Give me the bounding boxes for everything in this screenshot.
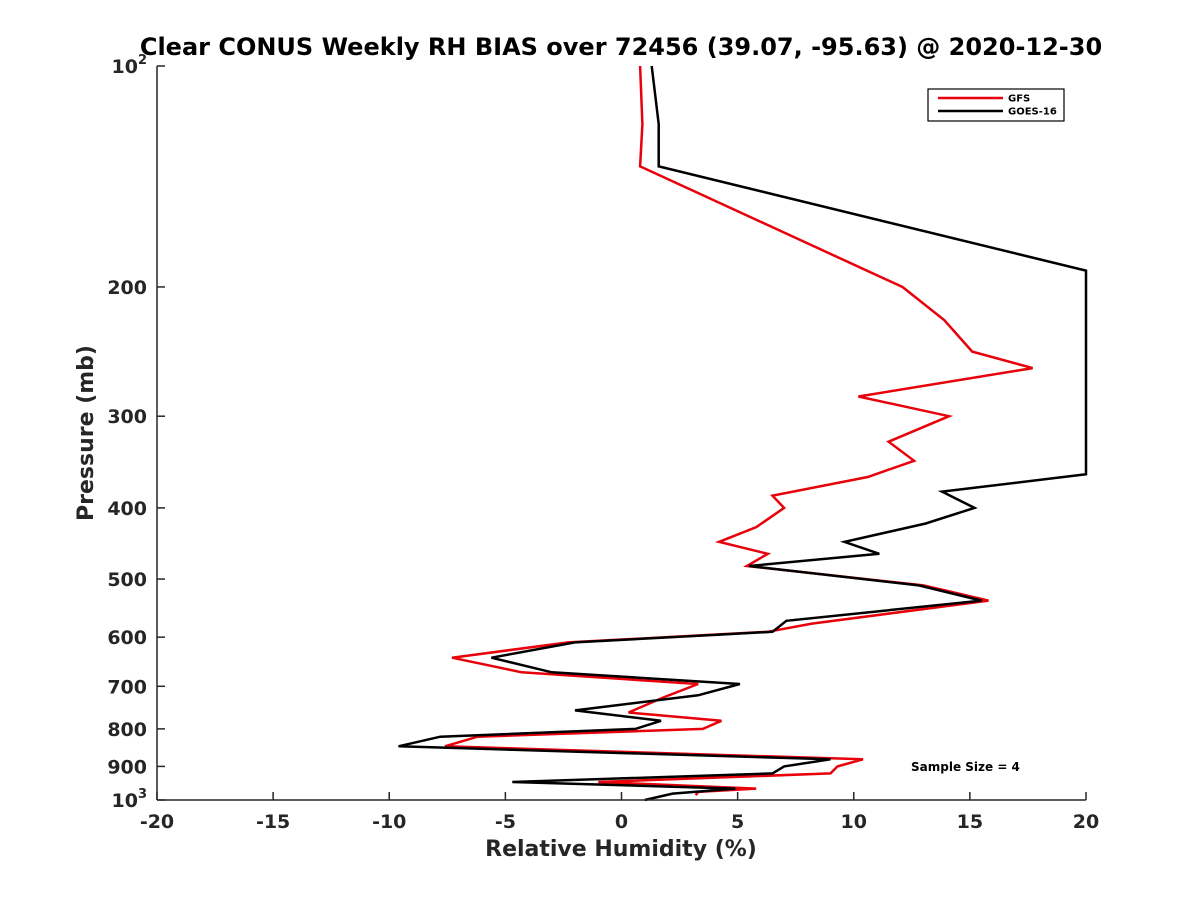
y-tick-label: 900 xyxy=(107,756,147,778)
x-tick-label: 0 xyxy=(615,811,628,833)
y-axis-ticks: 102 200 300 400 500 600 700 800 900 103 xyxy=(107,53,165,812)
x-tick-label: -10 xyxy=(372,811,406,833)
y-axis-label: Pressure (mb) xyxy=(74,345,99,521)
y-tick-label: 103 xyxy=(112,787,148,812)
x-tick-label: -15 xyxy=(256,811,290,833)
x-axis-label: Relative Humidity (%) xyxy=(485,837,757,862)
sample-size-annotation: Sample Size = 4 xyxy=(911,760,1020,774)
legend: GFS GOES-16 xyxy=(927,88,1065,122)
y-tick-label: 500 xyxy=(107,569,147,591)
y-tick-label: 300 xyxy=(107,406,147,428)
legend-label-goes-16: GOES-16 xyxy=(1008,107,1057,118)
y-tick-label: 102 xyxy=(112,53,148,78)
y-tick-label: 600 xyxy=(107,627,147,649)
legend-label-gfs: GFS xyxy=(1008,94,1030,105)
y-tick-label: 800 xyxy=(107,719,147,741)
x-tick-label: 5 xyxy=(731,811,744,833)
x-tick-label: -20 xyxy=(140,811,174,833)
x-tick-label: 20 xyxy=(1073,811,1099,833)
x-tick-label: 10 xyxy=(841,811,867,833)
y-tick-label: 400 xyxy=(107,498,147,520)
chart-title: Clear CONUS Weekly RH BIAS over 72456 (3… xyxy=(140,33,1102,61)
y-tick-label: 700 xyxy=(107,676,147,698)
plot-area xyxy=(157,66,1086,800)
series-line-goes-16 xyxy=(398,65,1088,802)
legend-box xyxy=(927,88,1065,122)
x-tick-label: -5 xyxy=(495,811,516,833)
series-layer xyxy=(398,65,1088,802)
x-axis-ticks: -20 -15 -10 -5 0 5 10 15 20 xyxy=(140,792,1099,833)
x-tick-label: 15 xyxy=(957,811,983,833)
y-tick-label: 200 xyxy=(107,277,147,299)
